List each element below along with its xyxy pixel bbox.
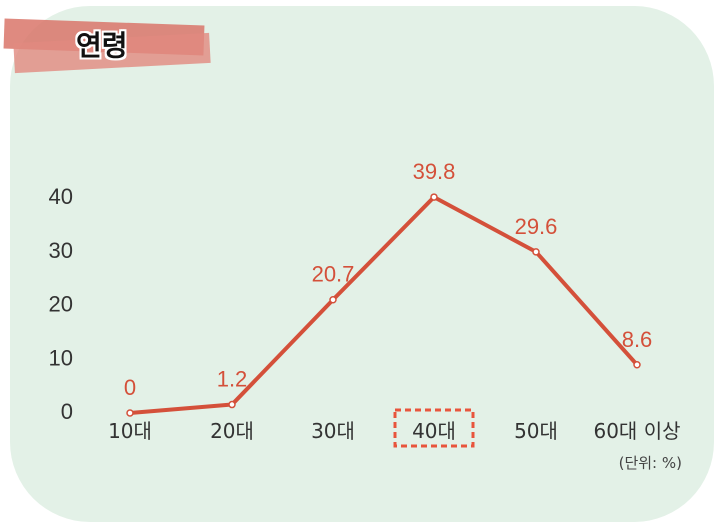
data-label: 29.6 (515, 214, 558, 239)
data-point (329, 295, 337, 304)
y-tick-label: 40 (49, 184, 73, 209)
x-category-label: 40대 (412, 419, 456, 443)
y-tick-label: 30 (49, 238, 73, 263)
y-tick-label: 10 (49, 345, 73, 370)
data-label: 39.8 (413, 159, 456, 184)
data-point (532, 248, 540, 256)
chart-panel (10, 6, 714, 522)
chart-title: 연령 (76, 29, 128, 62)
data-point (228, 400, 236, 409)
data-points (126, 193, 641, 417)
data-label: 8.6 (622, 327, 653, 352)
title-banner: 연령 (3, 14, 214, 78)
data-point (430, 193, 438, 201)
x-category-label: 60대 이상 (593, 419, 680, 443)
x-category-label: 30대 (311, 419, 355, 443)
data-point (126, 409, 134, 417)
data-point (633, 361, 641, 369)
y-tick-label: 20 (49, 292, 73, 317)
unit-note: (단위: %) (619, 454, 682, 472)
x-category-label: 10대 (108, 419, 152, 443)
data-label: 1.2 (217, 367, 248, 392)
series-line (129, 195, 639, 415)
data-label: 20.7 (312, 262, 355, 287)
highlight-box (393, 408, 475, 448)
x-category-label: 50대 (514, 419, 558, 443)
x-category-label: 20대 (210, 419, 254, 443)
y-axis-ticks: 0 10 20 30 40 (49, 184, 73, 424)
x-axis-categories: 10대 20대 30대 40대 50대 60대 이상 (108, 419, 680, 443)
category-highlight (393, 408, 475, 448)
y-tick-label: 0 (61, 399, 73, 424)
data-labels: 0 1.2 20.7 39.8 29.6 8.6 (124, 159, 652, 400)
data-label: 0 (124, 375, 136, 400)
